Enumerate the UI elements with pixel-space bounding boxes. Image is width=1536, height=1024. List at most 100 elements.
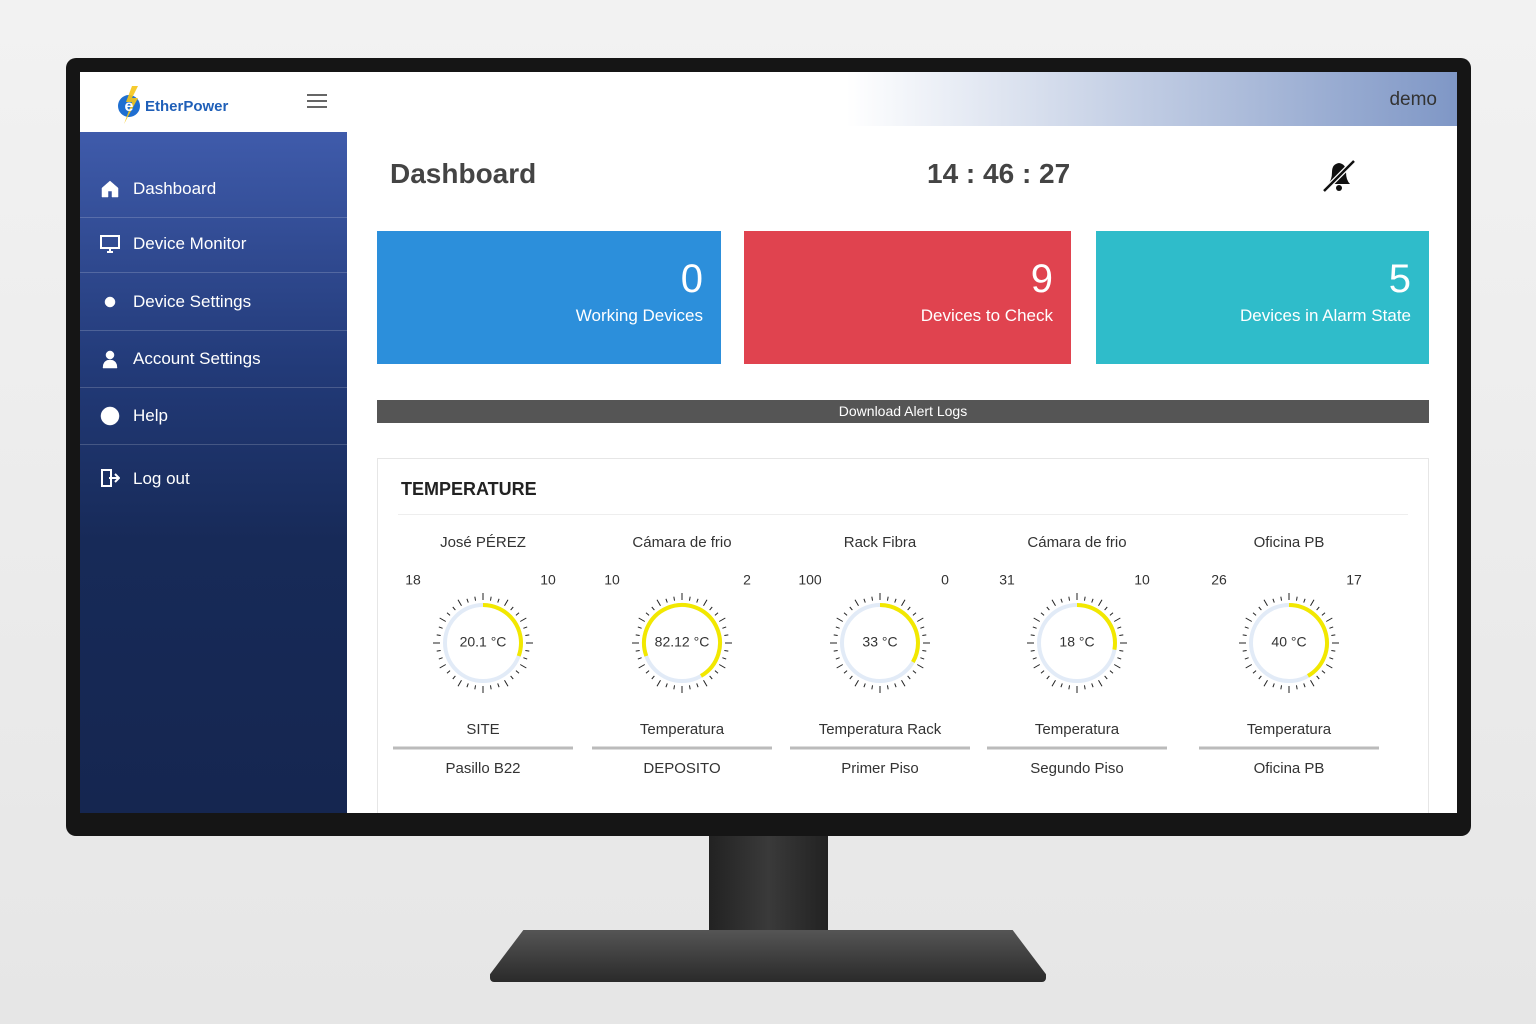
gauge-tick (1030, 634, 1035, 637)
menu-toggle[interactable] (307, 93, 327, 109)
gauge-tick (901, 679, 906, 687)
card-label: Devices to Check (920, 306, 1053, 325)
gauge-tick (489, 685, 492, 690)
gauge-tick (1098, 599, 1103, 607)
gauge-tick (665, 683, 668, 688)
sidebar: Dashboard Device Monitor Device Settings Ac… (80, 132, 347, 813)
gauge-tick (920, 657, 925, 660)
card[interactable]: 0 Working Devices (377, 231, 721, 364)
card[interactable]: 5 Devices in Alarm State (1096, 231, 1429, 364)
gauges: José PÉREZ 18 10 20.1 °C SITE Pasillo B22 Cáma… (393, 534, 1379, 777)
gauge-reading: 20.1 °C (460, 634, 507, 650)
gauge-reading: 40 °C (1271, 634, 1306, 650)
gauge-tick (1046, 675, 1050, 680)
gauge-tick (525, 634, 530, 637)
gauge-tick (510, 606, 514, 611)
panel-title: TEMPERATURE (401, 479, 537, 499)
card[interactable]: 9 Devices to Check (744, 231, 1071, 364)
gauge-tick (651, 606, 655, 611)
gauge-tick (1109, 612, 1114, 616)
gauge-tick (665, 598, 668, 603)
gauge-tick (1030, 649, 1035, 652)
gauge-tick (709, 606, 713, 611)
gauge-location: DEPOSITO (643, 760, 720, 777)
gauge-tick (835, 657, 840, 660)
gauge-tick (1046, 606, 1050, 611)
nav-icon (101, 469, 120, 487)
gauge-tick (504, 679, 509, 687)
nav-item[interactable]: Help (80, 388, 347, 445)
gauge-tick (1244, 626, 1249, 629)
gauge-location: Primer Piso (841, 760, 919, 777)
nav-item[interactable]: Account Settings (80, 331, 347, 388)
gauge-tick (504, 599, 509, 607)
gauge-name: Rack Fibra (844, 534, 917, 551)
gauge-tick (638, 664, 646, 669)
gauge-tick (1263, 599, 1268, 607)
gauge-tick (1280, 596, 1283, 601)
logo-area: e EtherPower (80, 72, 347, 132)
header: demo (347, 72, 1457, 126)
gauge-tick (673, 596, 676, 601)
gauge-tick (722, 626, 727, 629)
mute-icon[interactable] (1320, 158, 1358, 194)
gauge-tick (1117, 626, 1122, 629)
gauge-tick (912, 670, 917, 674)
download-button[interactable]: Download Alert Logs (377, 400, 1429, 423)
user-name[interactable]: demo (1389, 89, 1437, 110)
gauge-right: 10 (1134, 572, 1150, 588)
nav-item[interactable]: Log out (80, 450, 347, 507)
gauge-tick (854, 679, 859, 687)
gauge-tick (901, 599, 906, 607)
gauge-tick (637, 657, 642, 660)
icon-shape (101, 180, 119, 198)
gauge-tick (1098, 679, 1103, 687)
gauge-tick (696, 683, 699, 688)
gauge-right: 10 (540, 572, 556, 588)
gauge-tick (1272, 683, 1275, 688)
gauge-reading: 82.12 °C (655, 634, 710, 650)
nav-item[interactable]: Device Monitor (80, 216, 347, 273)
gauge-label: Temperatura (1247, 721, 1332, 738)
nav-icon (101, 180, 119, 198)
gauge-tick (438, 626, 443, 629)
gauge-arc (1288, 603, 1329, 678)
nav-item[interactable]: Device Settings (80, 274, 347, 331)
gauge-tick (907, 606, 911, 611)
gauge-tick (714, 612, 719, 616)
gauge-tick (1104, 675, 1108, 680)
card-label: Working Devices (575, 306, 703, 325)
gauge-tick (466, 598, 469, 603)
gauge-tick (1091, 683, 1094, 688)
gauge-tick (1060, 598, 1063, 603)
gauge-tick (457, 679, 462, 687)
clock: 14 : 46 : 27 (927, 158, 1071, 189)
gauge-tick (849, 606, 853, 611)
gauge-location: Oficina PB (1254, 760, 1325, 777)
logo-icon: e (118, 86, 140, 124)
icon-shape (102, 350, 118, 369)
gauge-tick (1252, 612, 1257, 616)
nav-icon (100, 406, 120, 426)
gauge-tick (1258, 675, 1262, 680)
gauge-tick (894, 598, 897, 603)
gauge-tick (1033, 664, 1041, 669)
nav-icon (102, 350, 118, 369)
gauge-tick (439, 617, 447, 622)
gauge-tick (1263, 679, 1268, 687)
divider (398, 514, 1408, 515)
gauge-tick (1310, 599, 1315, 607)
gauge-tick (843, 670, 848, 674)
gauge-tick (696, 598, 699, 603)
gauge-tick (1325, 617, 1333, 622)
gauge-tick (922, 634, 927, 637)
gauge-tick (836, 664, 844, 669)
nav-item[interactable]: Dashboard (80, 161, 347, 218)
gauge-tick (1117, 657, 1122, 660)
gauge-tick (1119, 634, 1124, 637)
gauge-tick (452, 675, 456, 680)
gauge-tick (510, 675, 514, 680)
gauge-tick (1295, 685, 1298, 690)
gauge-tick (645, 612, 650, 616)
